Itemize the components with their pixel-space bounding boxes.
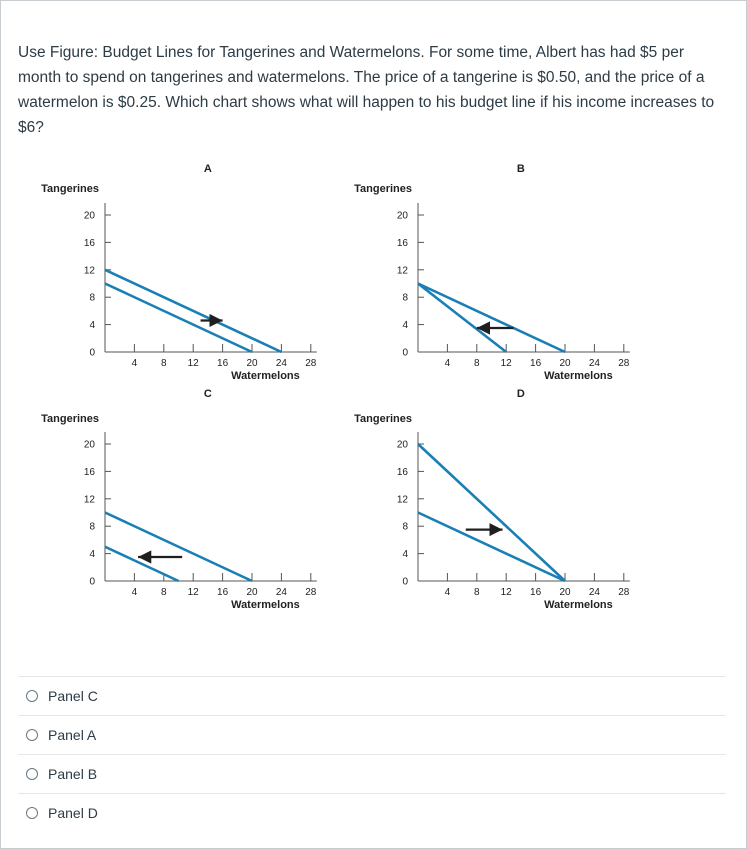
radio-button-icon[interactable] (26, 690, 38, 702)
y-tick-label: 0 (402, 577, 408, 588)
panel-title: A (204, 163, 212, 175)
x-tick-label: 28 (305, 358, 317, 369)
y-tick-label: 8 (402, 293, 408, 304)
y-tick-label: 12 (397, 265, 409, 276)
y-tick-label: 4 (402, 549, 408, 560)
budget-lines-figure: A Tangerines 20 16 12 8 4 0 4 8 12 16 20 24 28 Watermel… (41, 163, 630, 611)
answer-label: Panel C (48, 688, 98, 704)
answer-option-1[interactable]: Panel C (18, 676, 726, 715)
answer-list: Panel C Panel A Panel B Panel D (18, 676, 726, 832)
budget-line (104, 282, 253, 354)
x-tick-label: 24 (589, 587, 601, 598)
y-tick-label: 8 (89, 522, 95, 533)
x-tick-label: 24 (276, 587, 288, 598)
y-axis-label: Tangerines (41, 183, 99, 195)
y-tick-label: 0 (89, 348, 95, 359)
answer-label: Panel A (48, 727, 97, 743)
panel-title: C (204, 388, 212, 400)
answer-label: Panel B (48, 766, 98, 782)
answer-label: Panel D (48, 805, 98, 821)
x-tick-label: 4 (445, 358, 451, 369)
x-tick-label: 12 (188, 358, 200, 369)
x-tick-label: 8 (161, 587, 167, 598)
budget-line (417, 282, 566, 354)
radio-button-icon[interactable] (26, 729, 38, 741)
x-tick-label: 28 (618, 587, 630, 598)
x-tick-label: 4 (132, 587, 138, 598)
x-tick-label: 16 (217, 587, 229, 598)
x-axis-label: Watermelons (544, 370, 613, 382)
budget-line (417, 282, 507, 354)
budget-line (104, 545, 180, 583)
x-tick-label: 4 (445, 587, 451, 598)
y-tick-label: 16 (397, 467, 409, 478)
x-tick-label: 28 (618, 358, 630, 369)
panel-title: B (517, 163, 525, 175)
y-tick-label: 12 (397, 494, 409, 505)
x-tick-label: 20 (559, 587, 571, 598)
question-text: Use Figure: Budget Lines for Tangerines … (18, 44, 715, 136)
radio-button-icon[interactable] (26, 807, 38, 819)
x-tick-label: 20 (246, 587, 258, 598)
y-tick-label: 4 (89, 320, 95, 331)
budget-line (417, 511, 566, 583)
x-tick-label: 16 (530, 358, 542, 369)
y-tick-label: 12 (84, 265, 96, 276)
x-tick-label: 20 (559, 358, 571, 369)
y-tick-label: 16 (84, 467, 96, 478)
x-tick-label: 20 (246, 358, 258, 369)
x-tick-label: 24 (276, 358, 288, 369)
y-tick-label: 20 (84, 211, 96, 222)
x-tick-label: 12 (188, 587, 200, 598)
y-tick-label: 20 (397, 211, 409, 222)
x-tick-label: 16 (217, 358, 229, 369)
x-tick-label: 16 (530, 587, 542, 598)
x-axis-label: Watermelons (231, 370, 300, 382)
x-tick-label: 12 (501, 587, 513, 598)
answer-option-2[interactable]: Panel A (18, 715, 726, 754)
panel-title: D (517, 388, 525, 400)
y-tick-label: 4 (402, 320, 408, 331)
x-axis-label: Watermelons (231, 599, 300, 611)
y-tick-label: 0 (402, 348, 408, 359)
x-tick-label: 8 (474, 358, 480, 369)
x-tick-label: 24 (589, 358, 601, 369)
y-tick-label: 0 (89, 577, 95, 588)
y-tick-label: 8 (402, 522, 408, 533)
x-tick-label: 8 (474, 587, 480, 598)
y-tick-label: 16 (84, 238, 96, 249)
y-tick-label: 16 (397, 238, 409, 249)
answer-option-4[interactable]: Panel D (18, 793, 726, 832)
x-axis-label: Watermelons (544, 599, 613, 611)
y-tick-label: 20 (397, 440, 409, 451)
budget-line (104, 268, 282, 354)
x-tick-label: 12 (501, 358, 513, 369)
y-axis-label: Tangerines (354, 183, 412, 195)
answer-option-3[interactable]: Panel B (18, 754, 726, 793)
radio-button-icon[interactable] (26, 768, 38, 780)
x-tick-label: 4 (132, 358, 138, 369)
y-axis-label: Tangerines (41, 413, 99, 425)
budget-line (104, 511, 253, 583)
y-tick-label: 12 (84, 494, 96, 505)
x-tick-label: 28 (305, 587, 317, 598)
y-axis-label: Tangerines (354, 413, 412, 425)
x-tick-label: 8 (161, 358, 167, 369)
y-tick-label: 4 (89, 549, 95, 560)
budget-line (417, 443, 566, 582)
y-tick-label: 20 (84, 440, 96, 451)
y-tick-label: 8 (89, 293, 95, 304)
